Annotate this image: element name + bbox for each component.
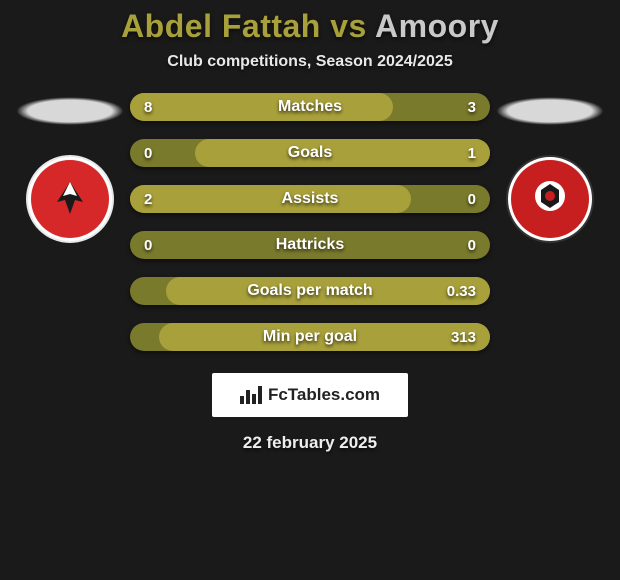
stat-row-min-per-goal: Min per goal 313	[130, 323, 490, 351]
stat-label: Matches	[130, 98, 490, 116]
comparison-card: Abdel Fattah vs Amoory Club competitions…	[0, 0, 620, 580]
stat-value-right: 0	[468, 237, 476, 254]
player-silhouette-right	[496, 97, 604, 125]
stat-row-hattricks: 0 Hattricks 0	[130, 231, 490, 259]
club-badge-left	[26, 155, 114, 243]
title-player-right: Amoory	[375, 8, 499, 44]
title-vs: vs	[321, 8, 375, 44]
stat-value-right: 1	[468, 145, 476, 162]
stat-label: Hattricks	[130, 236, 490, 254]
club-badge-right	[506, 155, 594, 243]
chart-icon	[240, 386, 262, 404]
stat-value-right: 313	[451, 329, 476, 346]
title-player-left: Abdel Fattah	[121, 8, 321, 44]
watermark-text: FcTables.com	[268, 385, 380, 405]
club-badge-right-inner	[511, 160, 589, 238]
stat-label: Goals	[130, 144, 490, 162]
stat-row-goals-per-match: Goals per match 0.33	[130, 277, 490, 305]
comparison-layout: 8 Matches 3 0 Goals 1 2 Assists 0	[0, 93, 620, 351]
shield-icon	[525, 174, 575, 224]
club-badge-left-inner	[31, 160, 109, 238]
stat-label: Goals per match	[130, 282, 490, 300]
stat-value-right: 0.33	[447, 283, 476, 300]
stat-row-matches: 8 Matches 3	[130, 93, 490, 121]
stat-row-assists: 2 Assists 0	[130, 185, 490, 213]
page-title: Abdel Fattah vs Amoory	[0, 8, 620, 45]
eagle-icon	[45, 174, 95, 224]
stat-label: Min per goal	[130, 328, 490, 346]
subtitle: Club competitions, Season 2024/2025	[0, 53, 620, 71]
stat-value-right: 3	[468, 99, 476, 116]
stat-value-right: 0	[468, 191, 476, 208]
right-side	[490, 93, 610, 243]
stat-row-goals: 0 Goals 1	[130, 139, 490, 167]
watermark: FcTables.com	[212, 373, 408, 417]
date-text: 22 february 2025	[0, 433, 620, 453]
left-side	[10, 93, 130, 243]
stat-label: Assists	[130, 190, 490, 208]
stats-column: 8 Matches 3 0 Goals 1 2 Assists 0	[130, 93, 490, 351]
player-silhouette-left	[16, 97, 124, 125]
